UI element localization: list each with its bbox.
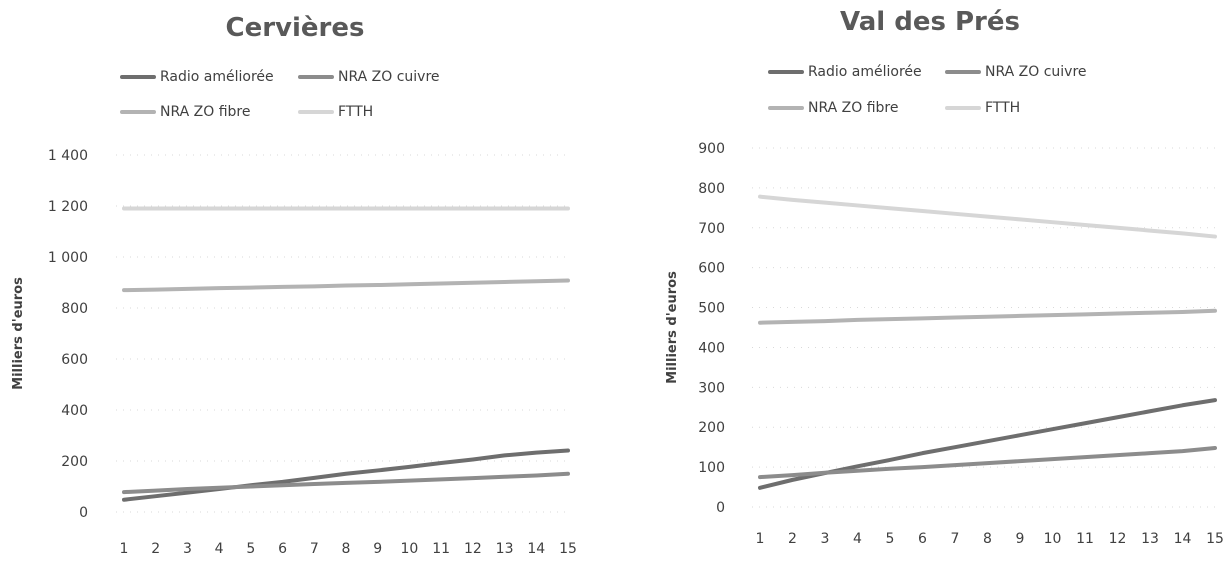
x-tick-label: 13 [1141,531,1159,547]
y-tick-label: 300 [698,380,725,396]
x-tick-label: 1 [120,541,129,557]
y-tick-label: 0 [79,505,88,521]
chart-2: Val des Prés Radio améliorée NRA ZO cuivre… [665,7,1224,547]
y-tick-label: 500 [698,301,725,317]
y-tick-label: 600 [61,352,88,368]
legend-label: Radio améliorée [160,69,274,85]
series-line-ftth [758,194,1217,239]
chart-title: Cervières [226,13,365,43]
y-tick-label: 800 [698,181,725,197]
y-axis-label: Milliers d'euros [665,271,680,384]
legend-label: Radio améliorée [808,64,922,80]
x-tick-label: 3 [183,541,192,557]
y-tick-label: 400 [61,403,88,419]
x-tick-label: 2 [151,541,160,557]
chart-1: Cervières Radio améliorée NRA ZO cuivre NRA… [11,13,577,557]
legend-label: NRA ZO fibre [808,100,899,116]
x-tick-label: 15 [559,541,577,557]
x-tick-label: 12 [1109,531,1127,547]
x-tick-label: 7 [310,541,319,557]
x-tick-label: 13 [496,541,514,557]
x-tick-label: 9 [373,541,382,557]
legend-label: FTTH [338,104,373,120]
x-tick-label: 10 [401,541,419,557]
x-tick-label: 9 [1016,531,1025,547]
series-line-nra-zo-fibre [758,308,1217,325]
series-line-nra-zo-fibre [122,278,570,293]
x-tick-label: 11 [1076,531,1094,547]
y-tick-label: 200 [61,454,88,470]
y-tick-label: 800 [61,301,88,317]
legend-label: NRA ZO cuivre [338,69,440,85]
x-tick-label: 4 [215,541,224,557]
x-tick-label: 15 [1206,531,1224,547]
series-line-nra-zo-cuivre [122,471,570,495]
x-tick-label: 8 [342,541,351,557]
y-tick-label: 1 200 [48,199,88,215]
x-tick-label: 6 [278,541,287,557]
x-tick-label: 11 [432,541,450,557]
x-tick-label: 7 [951,531,960,547]
x-tick-label: 10 [1044,531,1062,547]
y-tick-label: 700 [698,221,725,237]
series-line-radio-am-lior-e [122,448,570,502]
chart-title: Val des Prés [840,7,1020,37]
y-tick-label: 1 400 [48,148,88,164]
x-tick-label: 14 [527,541,545,557]
x-tick-label: 12 [464,541,482,557]
series-line-nra-zo-cuivre [758,445,1217,480]
y-axis-label: Milliers d'euros [11,277,26,390]
legend-label: NRA ZO cuivre [985,64,1087,80]
x-tick-label: 5 [886,531,895,547]
y-tick-label: 400 [698,340,725,356]
y-tick-label: 900 [698,141,725,157]
legend-label: NRA ZO fibre [160,104,251,120]
x-tick-label: 6 [918,531,927,547]
x-tick-label: 5 [246,541,255,557]
legend-label: FTTH [985,100,1020,116]
x-tick-label: 3 [821,531,830,547]
x-tick-label: 8 [983,531,992,547]
y-tick-label: 200 [698,420,725,436]
y-tick-label: 100 [698,460,725,476]
x-tick-label: 4 [853,531,862,547]
y-tick-label: 600 [698,261,725,277]
y-tick-label: 0 [716,500,725,516]
y-tick-label: 1 000 [48,250,88,266]
series-line-radio-am-lior-e [758,398,1217,490]
x-tick-label: 14 [1174,531,1192,547]
x-tick-label: 2 [788,531,797,547]
x-tick-label: 1 [756,531,765,547]
